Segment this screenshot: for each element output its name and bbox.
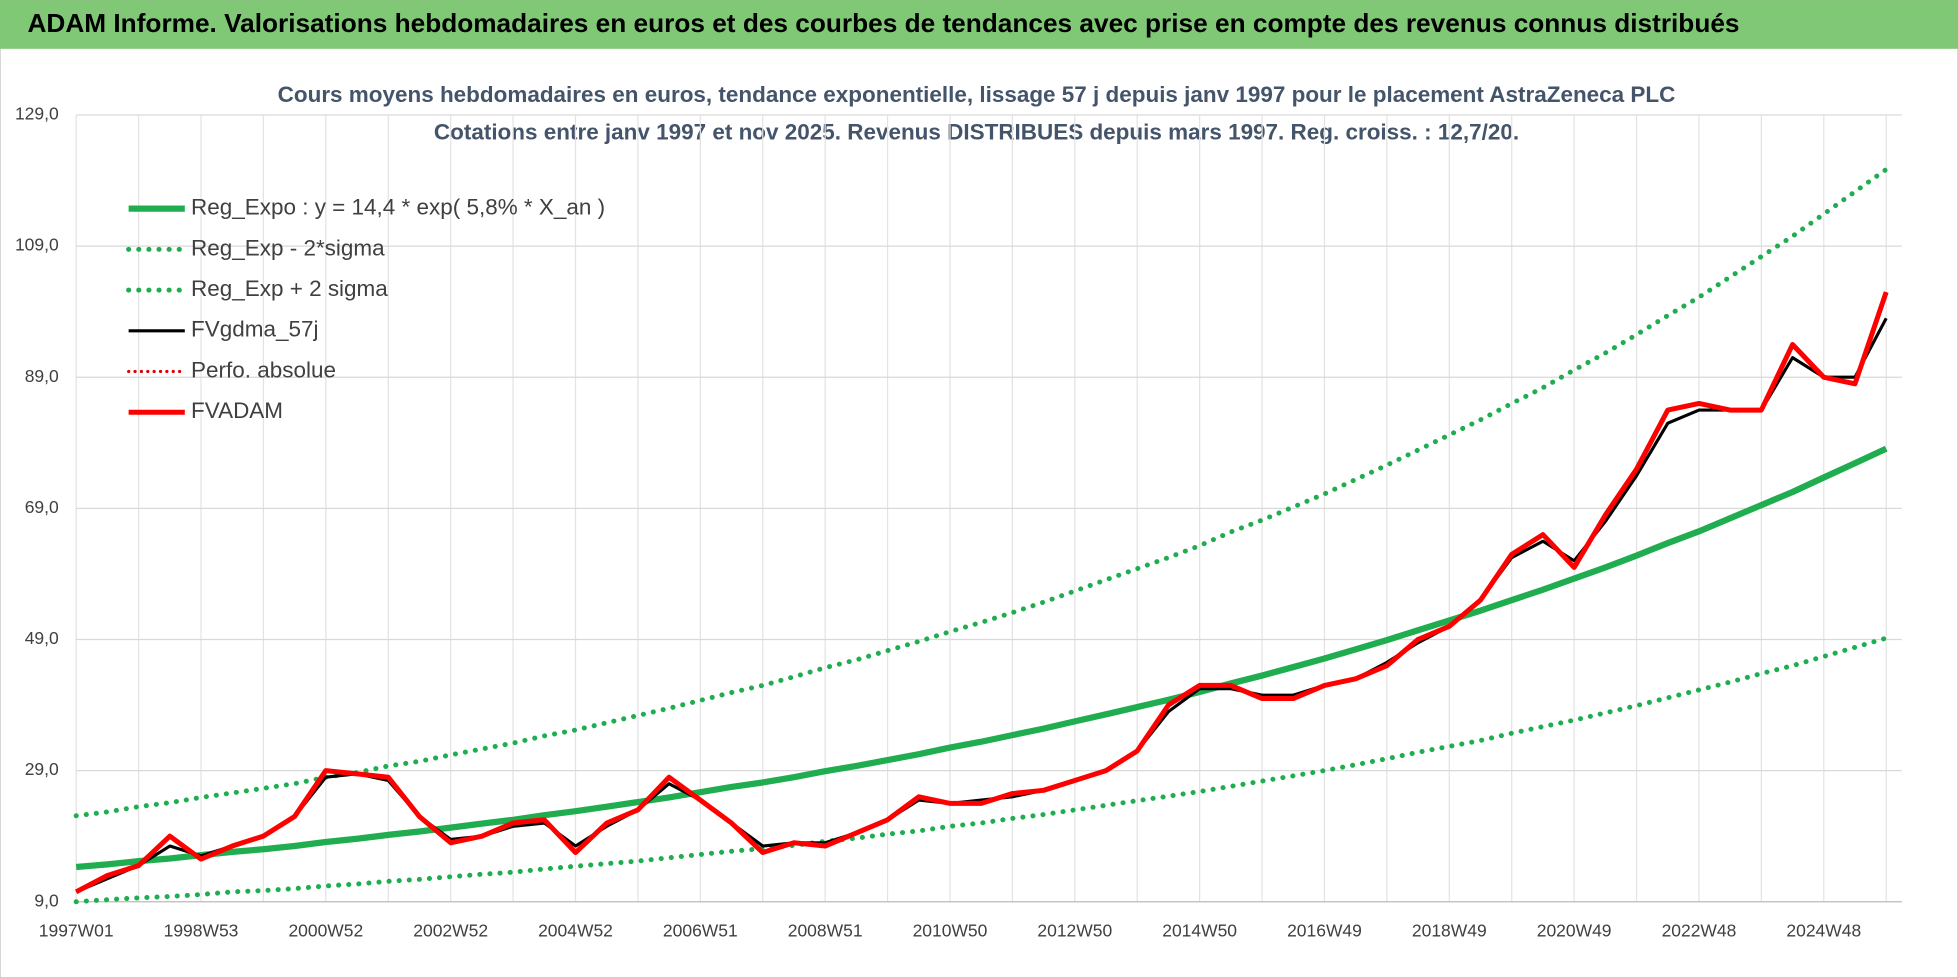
legend-label: Reg_Exp + 2 sigma (191, 276, 388, 301)
y-tick-label: 49,0 (25, 628, 59, 648)
legend-label: FVgdma_57j (191, 317, 318, 342)
x-tick-label: 1998W53 (164, 920, 239, 940)
x-tick-label: 2008W51 (788, 920, 863, 940)
x-tick-label: 2024W48 (1786, 920, 1861, 940)
x-tick-label: 2010W50 (913, 920, 988, 940)
x-tick-label: 2006W51 (663, 920, 738, 940)
series-line (75, 445, 1888, 871)
x-tick-label: 2012W50 (1037, 920, 1112, 940)
x-tick-label: 2016W49 (1287, 920, 1362, 940)
legend-label: FVADAM (191, 398, 283, 423)
y-tick-label: 69,0 (25, 497, 59, 517)
x-tick-label: 2020W49 (1537, 920, 1612, 940)
legend-label: Reg_Expo : y = 14,4 * exp( 5,8% * X_an ) (191, 195, 605, 220)
chart-title: Cours moyens hebdomadaires en euros, ten… (278, 82, 1676, 107)
header-bar (0, 0, 1958, 49)
y-tick-label: 29,0 (25, 759, 59, 779)
series-line (73, 166, 1889, 819)
chart-subtitle: Cotations entre janv 1997 et nov 2025. R… (434, 120, 1519, 145)
x-tick-label: 1997W01 (39, 920, 114, 940)
y-tick-label: 109,0 (15, 235, 59, 255)
legend-label: Reg_Exp - 2*sigma (191, 235, 385, 260)
x-tick-label: 2022W48 (1662, 920, 1737, 940)
y-tick-label: 129,0 (15, 104, 59, 124)
x-tick-label: 2018W49 (1412, 920, 1487, 940)
series-line (75, 291, 1889, 895)
x-tick-label: 2002W52 (413, 920, 488, 940)
x-tick-label: 2004W52 (538, 920, 613, 940)
legend-label: Perfo. absolue (191, 357, 336, 382)
y-tick-label: 9,0 (34, 890, 59, 910)
x-tick-label: 2014W50 (1162, 920, 1237, 940)
header-title: ADAM Informe. Valorisations hebdomadaire… (27, 8, 1739, 38)
y-tick-label: 89,0 (25, 366, 59, 386)
series-line (73, 635, 1889, 905)
x-tick-label: 2000W52 (288, 920, 363, 940)
